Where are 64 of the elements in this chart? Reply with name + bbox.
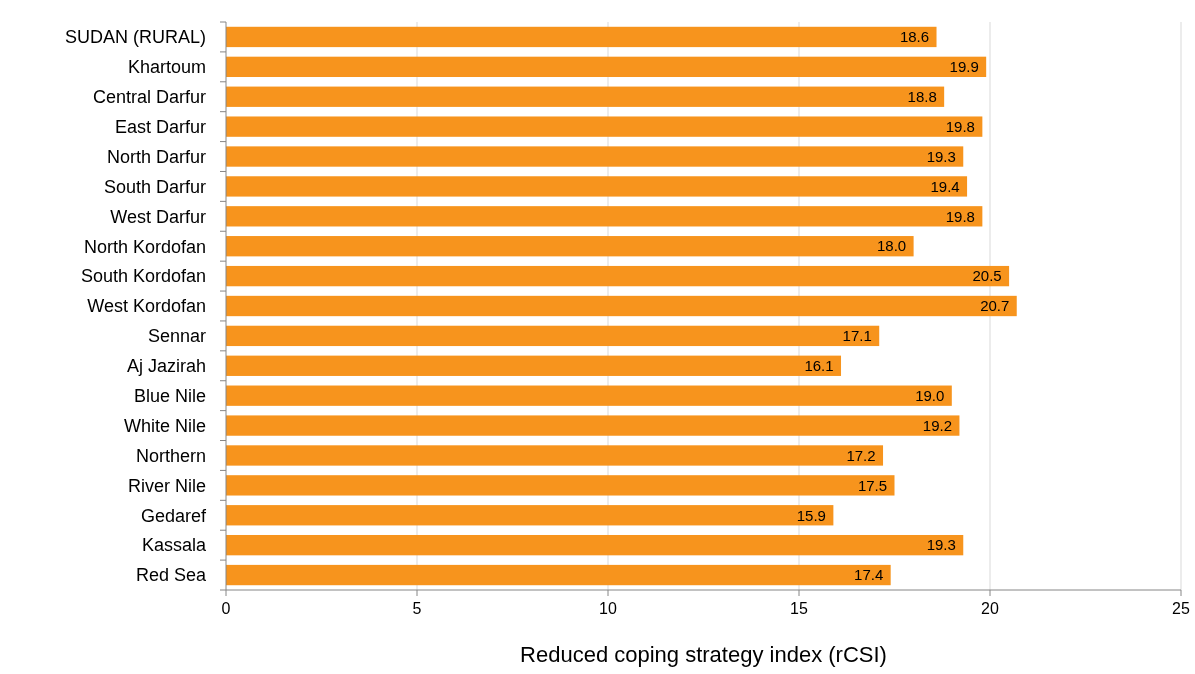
bar [226,206,983,227]
data-label: 19.8 [945,117,975,135]
bar [226,146,964,167]
y-tick-label: White Nile [123,415,206,436]
y-tick-label: East Darfur [114,116,206,137]
bar [226,505,834,526]
bar [226,86,945,107]
y-tick-label: South Darfur [103,176,206,197]
x-tick-label: 0 [221,600,231,617]
x-tick-label: 20 [981,600,999,617]
bar [226,265,1010,287]
y-tick-label: River Nile [127,475,206,496]
bar [226,116,983,137]
data-label: 18.0 [877,237,907,255]
data-label: 17.1 [842,327,872,345]
x-tick-label: 25 [1172,600,1190,617]
y-tick-label: Sennar [147,326,206,347]
y-tick-label: Central Darfur [92,87,206,108]
bar [226,56,987,78]
bar [226,176,968,197]
y-tick-label: SUDAN (RURAL) [64,27,206,48]
y-tick-label: Khartoum [127,57,206,78]
y-tick-label: Red Sea [135,565,207,586]
x-tick-label: 15 [790,600,808,617]
y-tick-label: West Kordofan [87,296,206,317]
data-label: 19.0 [915,386,945,404]
data-label: 19.3 [926,147,956,165]
bar [226,564,891,586]
data-label: 17.4 [854,566,884,584]
y-tick-label: North Darfur [106,146,206,167]
bar [226,236,914,257]
y-tick-label: Aj Jazirah [126,356,206,377]
bar [226,295,1017,317]
data-label: 20.7 [980,297,1010,315]
data-label: 15.9 [796,506,826,524]
y-tick-label: Kassala [141,535,207,556]
bar [226,445,884,466]
x-axis-title: Reduced coping strategy index (rCSI) [520,642,887,667]
y-tick-label: South Kordofan [80,266,206,287]
data-label: 17.5 [857,476,888,494]
bar [226,325,880,347]
y-tick-label: Gedaref [140,505,207,526]
data-label: 17.2 [846,446,876,464]
y-tick-label: North Kordofan [83,236,206,257]
data-label: 19.9 [949,58,979,76]
bar [226,534,964,556]
y-tick-label: Blue Nile [133,385,206,406]
y-tick-label: Northern [135,445,206,466]
bar [226,385,952,406]
x-tick-label: 5 [412,600,422,617]
data-label: 20.5 [972,267,1002,285]
data-label: 18.8 [907,87,937,105]
bar [226,415,960,436]
data-label: 19.3 [926,536,956,554]
bar [226,475,895,496]
data-label: 19.2 [922,416,953,434]
data-label: 19.4 [930,177,960,195]
y-tick-label: West Darfur [110,206,206,227]
data-label: 19.8 [945,207,975,225]
bar [226,26,937,48]
data-label: 16.1 [804,357,834,375]
x-tick-label: 10 [599,600,617,617]
data-label: 18.6 [899,28,930,46]
bar [226,355,842,376]
